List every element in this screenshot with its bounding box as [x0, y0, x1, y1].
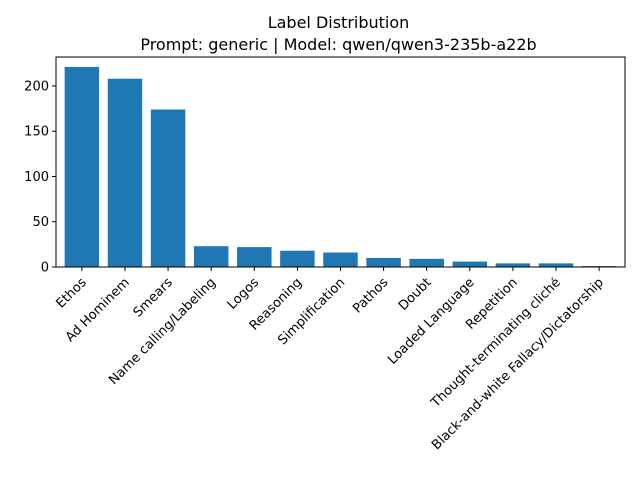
x-tick-label: Ethos — [53, 275, 89, 311]
bar-thought-terminating-clich — [538, 263, 574, 267]
bar-smears — [150, 109, 186, 267]
bar-logos — [237, 247, 272, 267]
chart-subtitle: Prompt: generic | Model: qwen/qwen3-235b… — [140, 35, 536, 54]
bar-ethos — [64, 66, 100, 267]
y-axis: 0 50 100 150 200 — [24, 79, 56, 276]
y-tick-label: 150 — [24, 125, 49, 140]
bar-ad-hominem — [107, 78, 143, 267]
x-tick-label: Pathos — [350, 275, 391, 316]
y-tick-label: 100 — [24, 170, 49, 185]
bar-name-calling-labeling — [193, 246, 229, 267]
bar-doubt — [409, 258, 444, 267]
x-tick-label: Doubt — [396, 275, 435, 314]
bars-group — [64, 66, 617, 267]
plot-frame — [55, 56, 626, 268]
bar-pathos — [366, 257, 401, 267]
y-tick-label: 200 — [24, 79, 49, 94]
bar-simplification — [323, 252, 358, 267]
y-tick-label: 50 — [32, 215, 49, 230]
y-tick-label: 0 — [41, 261, 49, 276]
bar-repetition — [495, 263, 531, 267]
bar-reasoning — [280, 250, 315, 267]
x-tick-label: Logos — [225, 275, 263, 313]
bar-loaded-language — [452, 261, 488, 267]
chart-title: Label Distribution — [268, 13, 410, 32]
